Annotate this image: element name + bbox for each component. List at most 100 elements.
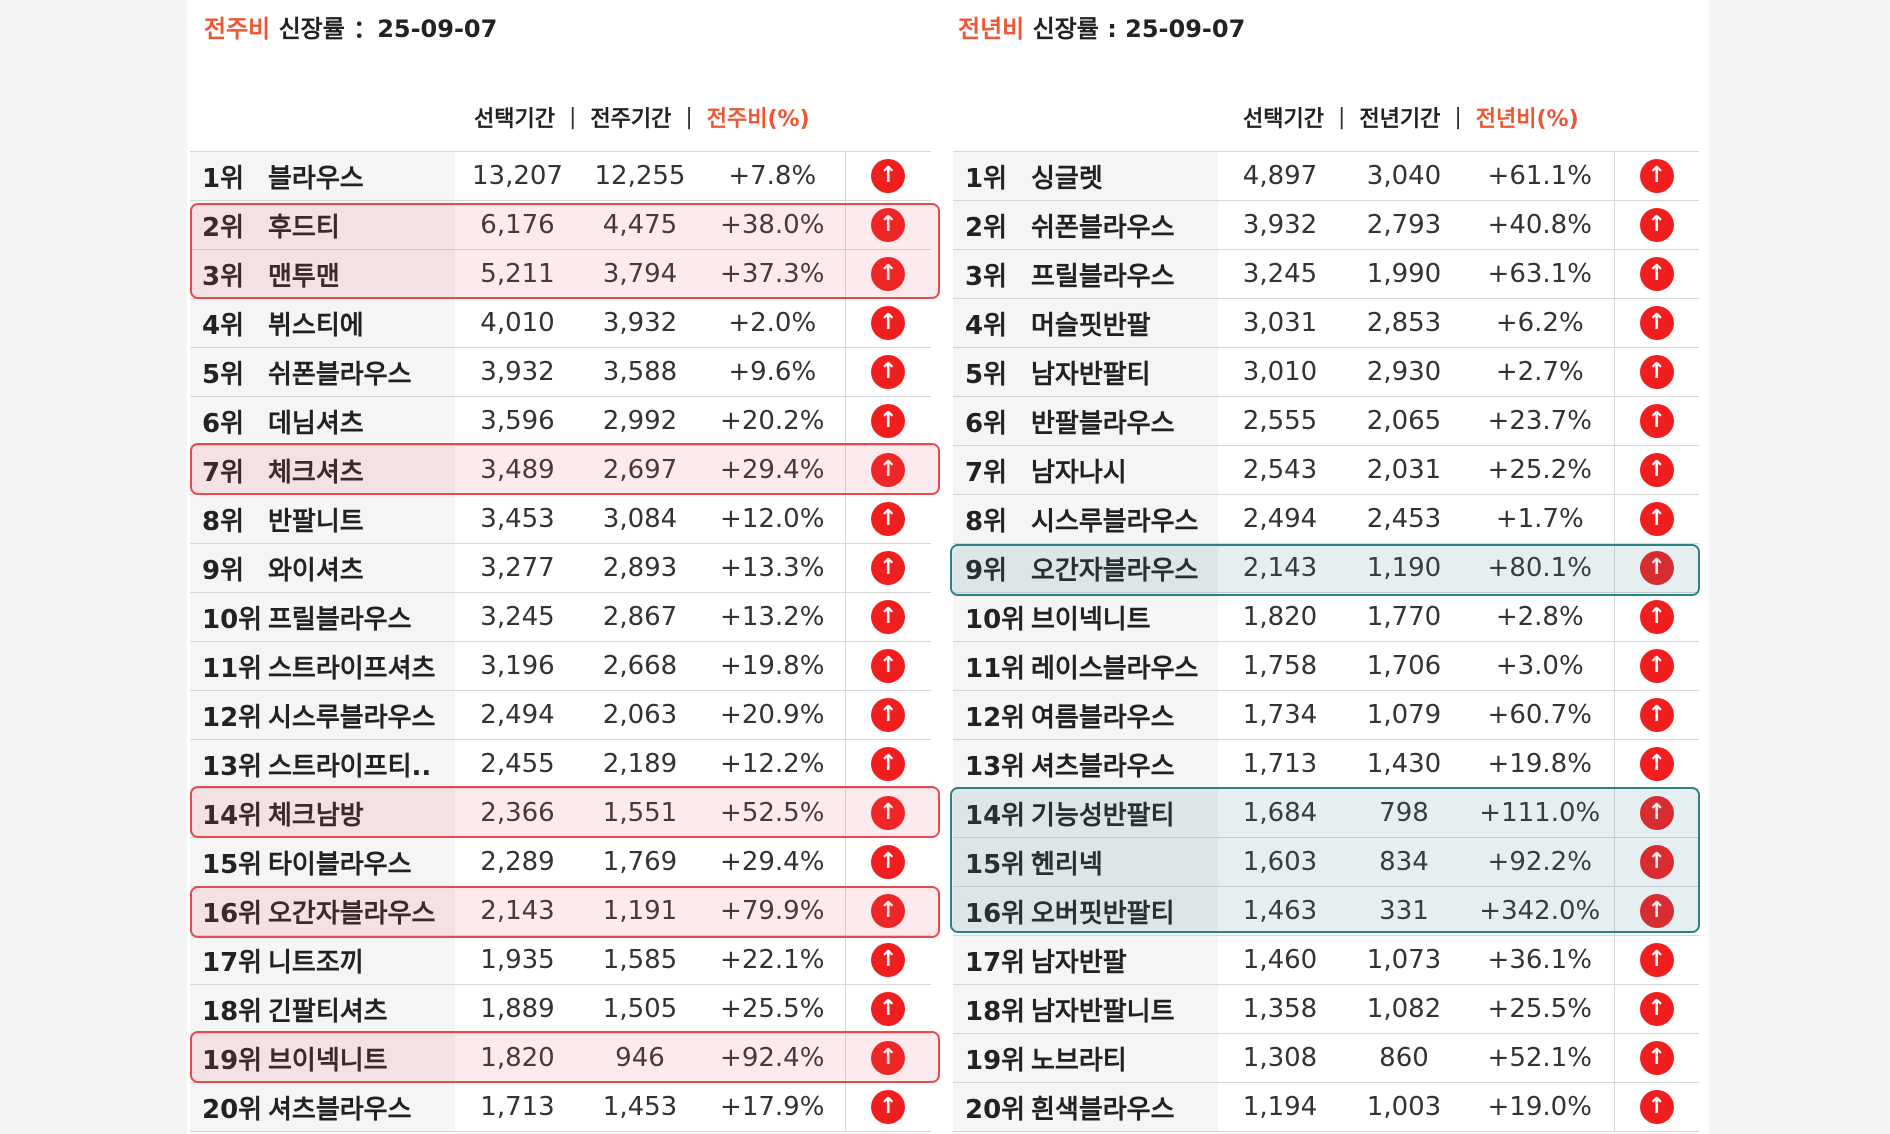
growth-rate: +29.4% xyxy=(700,837,845,887)
keyword-name: 후드티 xyxy=(268,200,455,250)
trend-cell: ↑ xyxy=(1613,298,1699,348)
growth-rate: +12.2% xyxy=(700,739,845,789)
trend-cell: ↑ xyxy=(844,494,931,544)
ranking-row: 18위 남자반팔니트 1,358 1,082 +25.5% ↑ xyxy=(953,984,1699,1034)
selected-period-value: 4,010 xyxy=(455,298,580,348)
arrow-up-circle-icon: ↑ xyxy=(1639,845,1674,879)
rank-label: 8위 xyxy=(953,494,1031,544)
compare-period-value: 2,189 xyxy=(580,739,700,789)
keyword-name: 체크남방 xyxy=(268,788,455,838)
trend-cell: ↑ xyxy=(844,396,931,446)
left-col-compare: 전주기간 xyxy=(590,107,672,132)
rank-label: 10위 xyxy=(190,592,268,642)
keyword-name: 셔츠블라우스 xyxy=(1031,739,1218,789)
keyword-name: 노브라티 xyxy=(1031,1033,1218,1083)
ranking-row: 9위 와이셔츠 3,277 2,893 +13.3% ↑ xyxy=(190,543,931,593)
rank-label: 12위 xyxy=(190,690,268,740)
compare-period-value: 3,794 xyxy=(580,249,700,299)
selected-period-value: 3,010 xyxy=(1218,347,1342,397)
arrow-up-circle-icon: ↑ xyxy=(871,943,906,977)
rank-label: 16위 xyxy=(953,886,1031,936)
keyword-name: 쉬폰블라우스 xyxy=(268,347,455,397)
ranking-row: 20위 흰색블라우스 1,194 1,003 +19.0% ↑ xyxy=(953,1082,1699,1132)
selected-period-value: 5,211 xyxy=(455,249,580,299)
ranking-row: 7위 체크셔츠 3,489 2,697 +29.4% ↑ xyxy=(190,445,931,495)
rank-label: 15위 xyxy=(953,837,1031,887)
rank-label: 7위 xyxy=(953,445,1031,495)
rank-label: 4위 xyxy=(953,298,1031,348)
growth-rate: +52.5% xyxy=(700,788,845,838)
growth-rate: +17.9% xyxy=(700,1082,845,1132)
rank-label: 2위 xyxy=(190,200,268,250)
left-title: 전주비 신장률 ：25-09-07 xyxy=(204,9,497,44)
selected-period-value: 1,935 xyxy=(455,935,580,985)
rank-label: 16위 xyxy=(190,886,268,936)
ranking-row: 10위 프릴블라우스 3,245 2,867 +13.2% ↑ xyxy=(190,592,931,642)
arrow-up-circle-icon: ↑ xyxy=(1639,1090,1674,1124)
rank-label: 13위 xyxy=(190,739,268,789)
ranking-row: 1위 싱글렛 4,897 3,040 +61.1% ↑ xyxy=(953,151,1699,201)
compare-period-value: 2,893 xyxy=(580,543,700,593)
arrow-up-circle-icon: ↑ xyxy=(1639,600,1674,634)
growth-rate: +20.2% xyxy=(700,396,845,446)
ranking-row: 18위 긴팔티셔츠 1,889 1,505 +25.5% ↑ xyxy=(190,984,931,1034)
keyword-name: 스트라이프셔츠 xyxy=(268,641,455,691)
compare-period-value: 331 xyxy=(1342,886,1466,936)
keyword-name: 헨리넥 xyxy=(1031,837,1218,887)
trend-cell: ↑ xyxy=(844,984,931,1034)
ranking-row: 12위 여름블라우스 1,734 1,079 +60.7% ↑ xyxy=(953,690,1699,740)
growth-rate: +9.6% xyxy=(700,347,845,397)
rank-label: 20위 xyxy=(190,1082,268,1132)
selected-period-value: 3,031 xyxy=(1218,298,1342,348)
right-col-ratio: 전년비(%) xyxy=(1475,107,1579,132)
selected-period-value: 3,196 xyxy=(455,641,580,691)
trend-cell: ↑ xyxy=(844,543,931,593)
growth-rate: +37.3% xyxy=(700,249,845,299)
ranking-row: 2위 쉬폰블라우스 3,932 2,793 +40.8% ↑ xyxy=(953,200,1699,250)
rank-label: 15위 xyxy=(190,837,268,887)
trend-cell: ↑ xyxy=(844,151,931,201)
growth-rate: +3.0% xyxy=(1466,641,1614,691)
arrow-up-circle-icon: ↑ xyxy=(1639,551,1674,585)
arrow-up-circle-icon: ↑ xyxy=(871,306,906,340)
keyword-name: 긴팔티셔츠 xyxy=(268,984,455,1034)
keyword-name: 와이셔츠 xyxy=(268,543,455,593)
trend-cell: ↑ xyxy=(844,249,931,299)
ranking-row: 5위 남자반팔티 3,010 2,930 +2.7% ↑ xyxy=(953,347,1699,397)
trend-cell: ↑ xyxy=(844,935,931,985)
arrow-up-circle-icon: ↑ xyxy=(1639,453,1674,487)
rank-label: 11위 xyxy=(953,641,1031,691)
right-ranking-body: 1위 싱글렛 4,897 3,040 +61.1% ↑ 2위 쉬폰블라우스 3,932 2,793… xyxy=(953,151,1699,1132)
selected-period-value: 3,932 xyxy=(1218,200,1342,250)
arrow-up-circle-icon: ↑ xyxy=(871,649,906,683)
selected-period-value: 1,358 xyxy=(1218,984,1342,1034)
growth-rate: +19.0% xyxy=(1466,1082,1614,1132)
growth-rate: +7.8% xyxy=(700,151,845,201)
compare-period-value: 1,003 xyxy=(1342,1082,1466,1132)
ranking-row: 10위 브이넥니트 1,820 1,770 +2.8% ↑ xyxy=(953,592,1699,642)
compare-period-value: 1,190 xyxy=(1342,543,1466,593)
trend-cell: ↑ xyxy=(1613,788,1699,838)
compare-period-value: 2,793 xyxy=(1342,200,1466,250)
growth-rate: +19.8% xyxy=(700,641,845,691)
ranking-row: 4위 뷔스티에 4,010 3,932 +2.0% ↑ xyxy=(190,298,931,348)
selected-period-value: 4,897 xyxy=(1218,151,1342,201)
compare-period-value: 3,588 xyxy=(580,347,700,397)
compare-period-value: 1,191 xyxy=(580,886,700,936)
keyword-name: 데님셔츠 xyxy=(268,396,455,446)
left-ranking-table: 1위 블라우스 13,207 12,255 +7.8% ↑ 2위 후드티 6,176 4,475 +… xyxy=(190,151,931,1132)
rank-label: 20위 xyxy=(953,1082,1031,1132)
ranking-row: 17위 니트조끼 1,935 1,585 +22.1% ↑ xyxy=(190,935,931,985)
selected-period-value: 2,143 xyxy=(455,886,580,936)
keyword-name: 흰색블라우스 xyxy=(1031,1082,1218,1132)
rank-label: 6위 xyxy=(190,396,268,446)
ranking-row: 17위 남자반팔 1,460 1,073 +36.1% ↑ xyxy=(953,935,1699,985)
trend-cell: ↑ xyxy=(844,690,931,740)
selected-period-value: 1,820 xyxy=(455,1033,580,1083)
selected-period-value: 2,289 xyxy=(455,837,580,887)
keyword-name: 시스루블라우스 xyxy=(268,690,455,740)
ranking-row: 3위 프릴블라우스 3,245 1,990 +63.1% ↑ xyxy=(953,249,1699,299)
arrow-up-circle-icon: ↑ xyxy=(871,551,906,585)
right-title: 전년비 신장률 : 25-09-07 xyxy=(958,9,1245,44)
left-ranking-body: 1위 블라우스 13,207 12,255 +7.8% ↑ 2위 후드티 6,176 4,475 +… xyxy=(190,151,931,1132)
